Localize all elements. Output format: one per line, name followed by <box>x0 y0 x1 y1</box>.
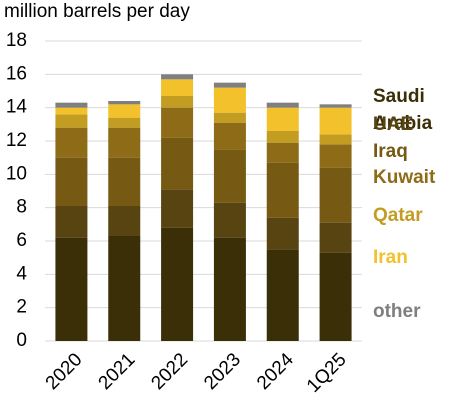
x-tick-label: 1Q25 <box>303 349 351 397</box>
y-tick-label: 16 <box>6 63 27 84</box>
bar-segment <box>55 157 88 206</box>
x-tick-label: 2023 <box>200 349 245 394</box>
y-tick-label: 2 <box>16 297 27 318</box>
bar-segment <box>213 237 246 341</box>
legend-entry: Iraq <box>373 141 408 162</box>
bar-segment <box>213 202 246 238</box>
bar-segment <box>108 206 141 236</box>
bar-segment <box>213 149 246 203</box>
x-tick-label: 2020 <box>42 349 87 394</box>
bar-segment <box>161 74 194 80</box>
bar-segment <box>319 167 352 223</box>
legend-entry: other <box>373 301 421 322</box>
bar-segment <box>55 206 88 238</box>
x-tick-label: 2021 <box>95 349 140 394</box>
bar-segment <box>108 101 141 105</box>
legend-entry: Saudi Arabia <box>373 86 433 134</box>
bar-segment <box>55 102 88 108</box>
bar-segment <box>319 134 352 145</box>
bar-segment <box>161 79 194 96</box>
bar-segment <box>161 107 194 138</box>
y-tick-label: 6 <box>16 230 27 251</box>
bar-segment <box>213 122 246 150</box>
legend-entry: Kuwait <box>373 167 436 188</box>
y-tick-label: 8 <box>16 197 27 218</box>
bar-segment <box>266 162 299 218</box>
bar-segment <box>266 107 299 131</box>
bar-segment <box>161 96 194 108</box>
bar-segment <box>319 107 352 135</box>
y-tick-label: 0 <box>16 330 27 351</box>
x-tick-label: 2024 <box>253 349 298 394</box>
y-tick-label: 14 <box>6 97 28 118</box>
bar-segment <box>108 117 141 128</box>
bar-segment <box>213 87 246 113</box>
bar-segment <box>161 189 194 228</box>
bar-segment <box>108 127 141 158</box>
legend-entry: Iran <box>373 247 408 268</box>
legend-entry: Qatar <box>373 205 423 226</box>
bar-segment <box>266 131 299 143</box>
bar-segment <box>108 157 141 206</box>
y-tick-label: 4 <box>16 263 27 284</box>
bar-segment <box>319 104 352 108</box>
bar-segment <box>55 114 88 128</box>
bar-segment <box>161 227 194 341</box>
bar-segment <box>266 102 299 108</box>
bar-segment <box>266 249 299 341</box>
x-tick-label: 2022 <box>147 349 192 394</box>
bar-segment <box>266 142 299 163</box>
bar-segment <box>319 252 352 341</box>
y-tick-label: 12 <box>6 130 27 151</box>
y-tick-label: 18 <box>6 30 27 51</box>
bar-segment <box>55 107 88 115</box>
legend-entry: UAE <box>373 114 414 135</box>
bar-segment <box>213 82 246 88</box>
chart-title: million barrels per day <box>4 1 190 22</box>
bar-segment <box>55 237 88 341</box>
bar-segment <box>108 104 141 118</box>
bar-segment <box>55 127 88 158</box>
bar-segment <box>266 217 299 250</box>
bar-segment <box>108 236 141 341</box>
bar-segment <box>319 144 352 168</box>
y-tick-label: 10 <box>6 163 27 184</box>
bar-segment <box>213 112 246 123</box>
bar-segment <box>161 137 194 190</box>
bar-segment <box>319 222 352 253</box>
